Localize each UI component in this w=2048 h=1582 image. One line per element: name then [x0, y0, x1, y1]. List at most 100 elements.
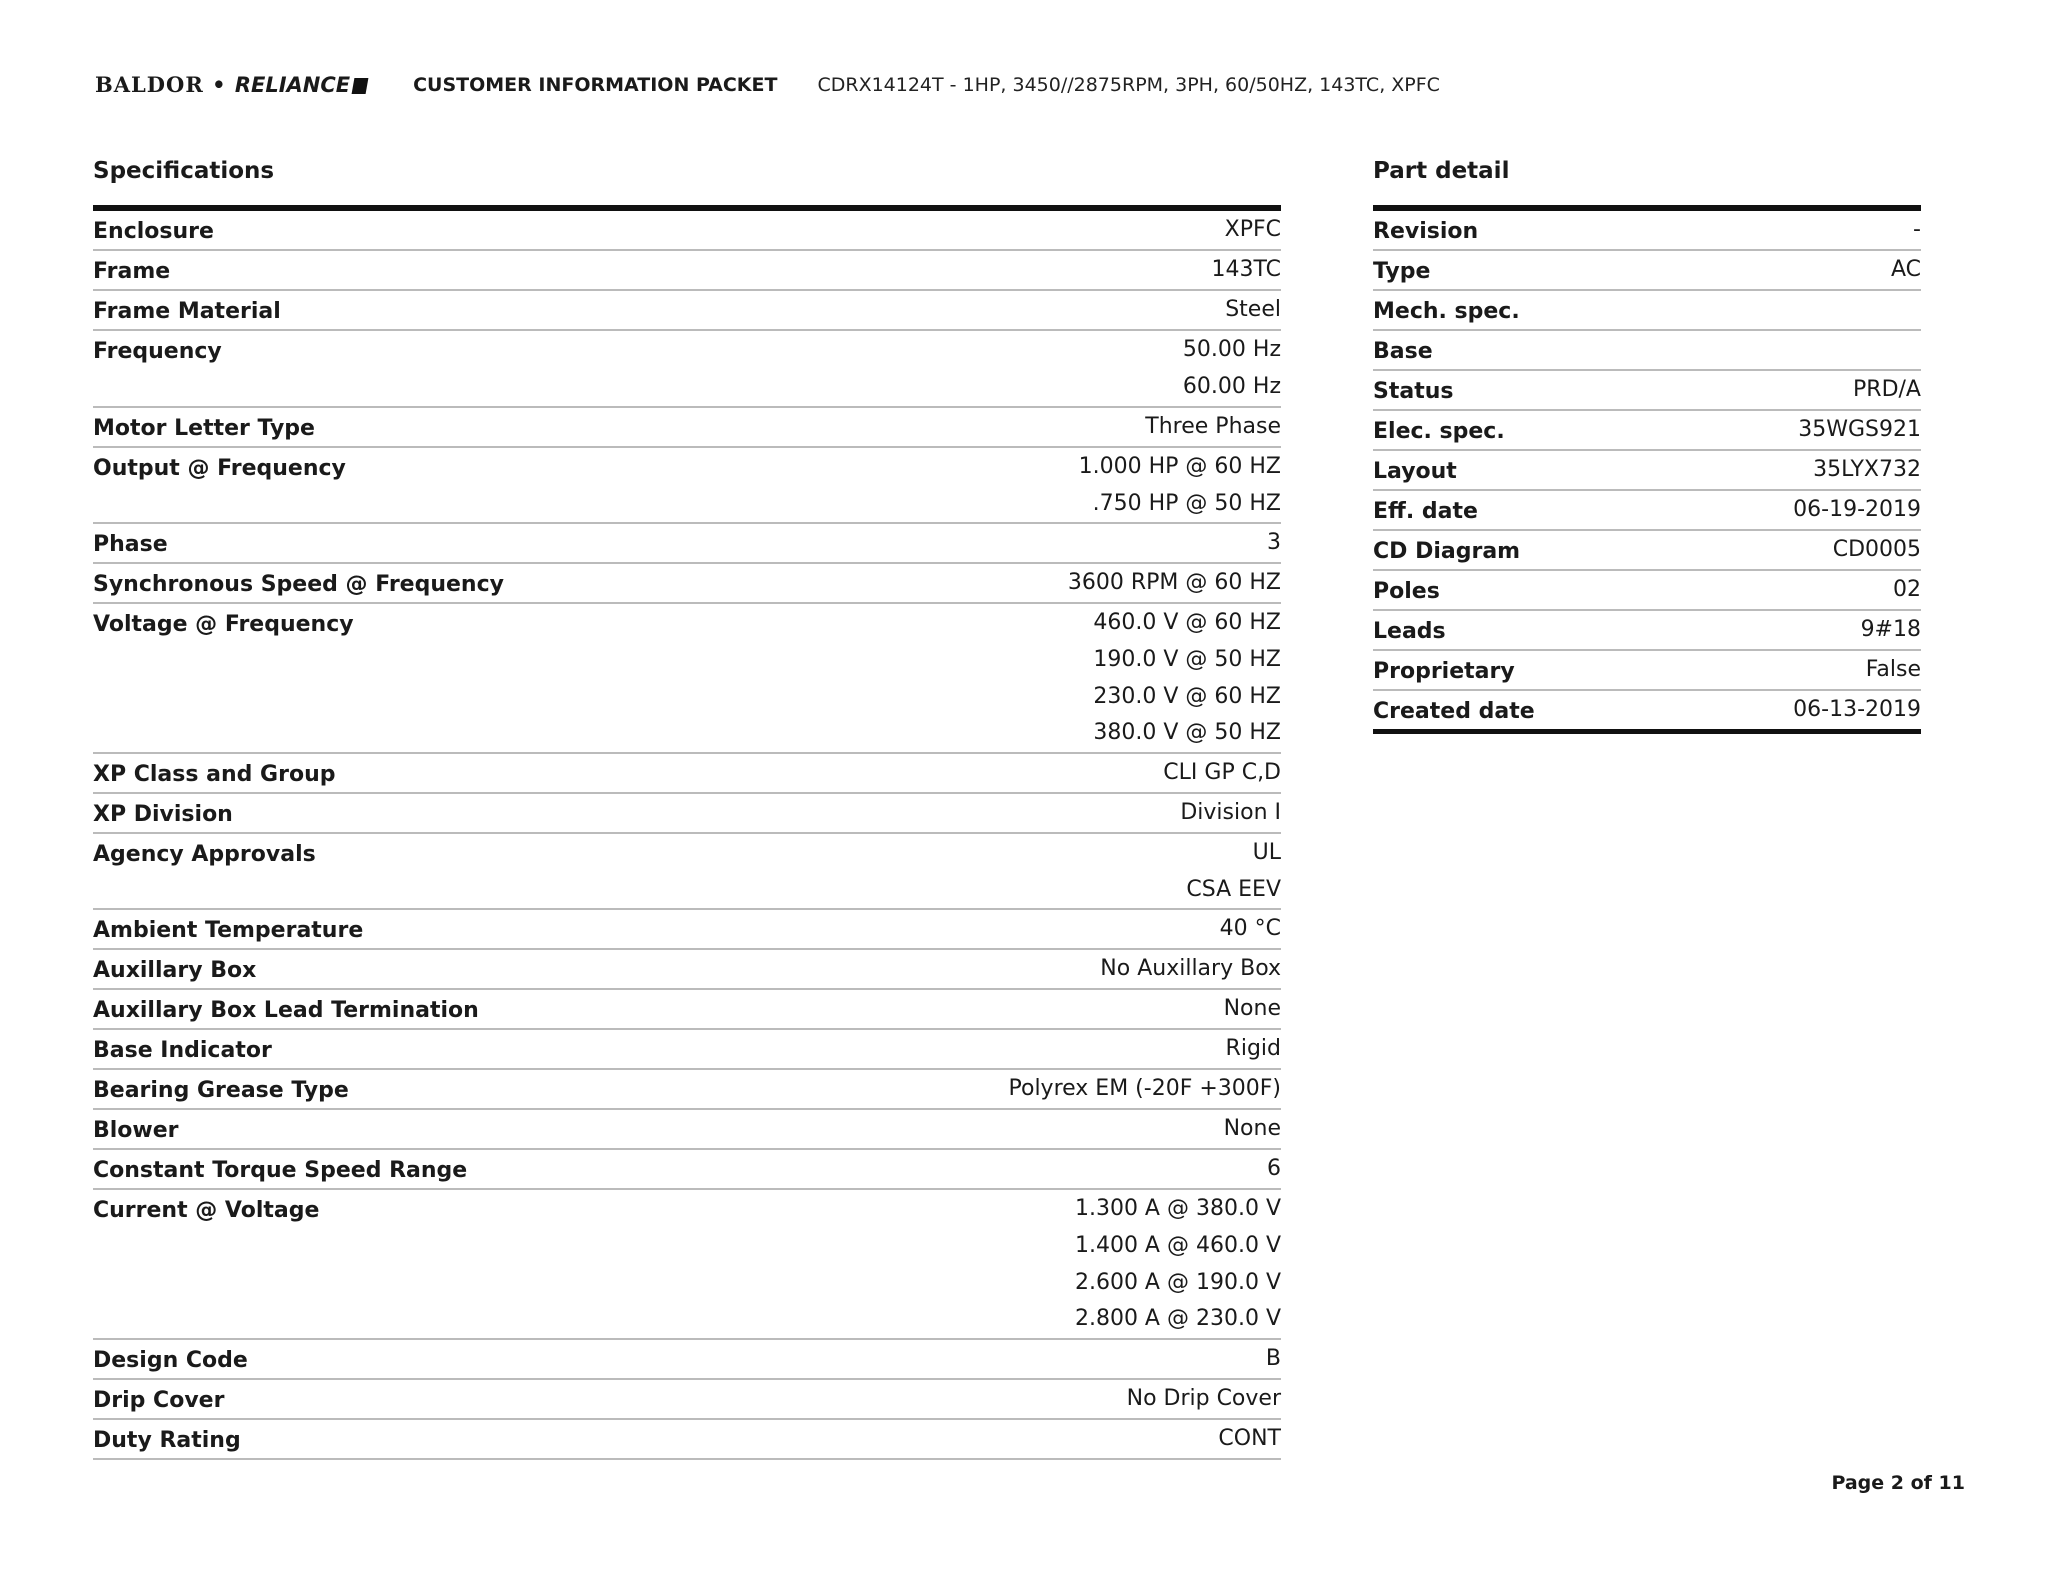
row-label: Layout	[1373, 459, 1457, 484]
row-label: Eff. date	[1373, 499, 1478, 524]
row-label: Revision	[1373, 219, 1479, 244]
row-label: Auxillary Box Lead Termination	[93, 998, 479, 1023]
row-label: Motor Letter Type	[93, 415, 315, 441]
row-label: Base Indicator	[93, 1038, 272, 1063]
row-values: 1.300 A @ 380.0 V 1.400 A @ 460.0 V 2.600 …	[1075, 1190, 1281, 1338]
row-label: Leads	[1373, 619, 1446, 644]
row-value: 143TC	[1211, 257, 1281, 282]
table-row: Frame 143TC	[93, 251, 1281, 291]
row-value: Polyrex EM (-20F +300F)	[1008, 1076, 1282, 1101]
row-values: 35LYX732	[1813, 451, 1921, 489]
row-values: None	[1224, 990, 1281, 1028]
row-value: No Drip Cover	[1126, 1385, 1281, 1411]
row-label: Synchronous Speed @ Frequency	[93, 572, 504, 597]
row-value: 3600 RPM @ 60 HZ	[1067, 570, 1281, 595]
row-label: Bearing Grease Type	[93, 1078, 349, 1103]
row-value: .750 HP @ 50 HZ	[1092, 490, 1281, 516]
reliance-mark-icon	[351, 78, 369, 94]
row-values: 143TC	[1211, 251, 1281, 289]
row-values: CD0005	[1833, 531, 1921, 569]
row-values: B	[1266, 1340, 1281, 1378]
table-row: Auxillary Box No Auxillary Box	[93, 950, 1281, 990]
row-value: 50.00 Hz	[1182, 337, 1281, 362]
row-values: 35WGS921	[1798, 411, 1921, 449]
table-row: Synchronous Speed @ Frequency 3600 RPM @ …	[93, 564, 1281, 604]
row-values: None	[1224, 1110, 1281, 1148]
table-row: Base Indicator Rigid	[93, 1030, 1281, 1070]
table-row: Frequency 50.00 Hz 60.00 Hz	[93, 331, 1281, 408]
table-row: Elec. spec. 35WGS921	[1373, 411, 1921, 451]
row-label: Frame Material	[93, 299, 281, 324]
row-value: 190.0 V @ 50 HZ	[1093, 647, 1281, 672]
row-value: 06-13-2019	[1793, 697, 1921, 722]
row-label: Elec. spec.	[1373, 419, 1505, 444]
table-row: Design Code B	[93, 1340, 1281, 1380]
part-detail-table: Revision - Type AC Mech. spec. Base Status PRD/…	[1373, 205, 1921, 734]
row-value: None	[1223, 996, 1281, 1021]
row-values: Polyrex EM (-20F +300F)	[1009, 1070, 1282, 1108]
row-values: 9#18	[1861, 611, 1921, 649]
row-values: Division I	[1180, 794, 1281, 832]
row-values: 06-13-2019	[1793, 691, 1921, 729]
table-row: Agency Approvals UL CSA EEV	[93, 834, 1281, 910]
table-row: Auxillary Box Lead Termination None	[93, 990, 1281, 1030]
row-label: Proprietary	[1373, 659, 1515, 684]
row-label: Created date	[1373, 699, 1535, 724]
table-row: Blower None	[93, 1110, 1281, 1150]
row-values: 02	[1893, 571, 1921, 609]
specifications-title: Specifications	[93, 158, 275, 184]
row-value: No Auxillary Box	[1100, 956, 1281, 981]
row-label: Enclosure	[93, 219, 214, 244]
part-detail-title: Part detail	[1373, 158, 1510, 184]
row-value: 3	[1267, 530, 1281, 555]
row-label: Status	[1373, 379, 1454, 404]
row-value: Division I	[1180, 799, 1281, 825]
row-value: 2.800 A @ 230.0 V	[1074, 1306, 1281, 1331]
document-title: CUSTOMER INFORMATION PACKET	[413, 73, 778, 96]
table-row: XP Division Division I	[93, 794, 1281, 834]
brand-logo: BALDOR • RELIANCE	[95, 72, 369, 97]
row-values: 3600 RPM @ 60 HZ	[1068, 564, 1281, 602]
row-values: No Auxillary Box	[1100, 950, 1281, 988]
table-row: Eff. date 06-19-2019	[1373, 491, 1921, 531]
table-row: Created date 06-13-2019	[1373, 691, 1921, 734]
row-value: B	[1265, 1345, 1281, 1371]
row-value: CLI GP C,D	[1163, 759, 1281, 785]
row-label: Phase	[93, 532, 168, 557]
row-label: Frame	[93, 259, 171, 284]
table-row: CD Diagram CD0005	[1373, 531, 1921, 571]
specifications-table: Enclosure XPFC Frame 143TC Frame Material Ste…	[93, 205, 1281, 1460]
table-row: Poles 02	[1373, 571, 1921, 611]
row-label: Voltage @ Frequency	[93, 612, 354, 637]
table-row: Type AC	[1373, 251, 1921, 291]
row-values: 3	[1267, 524, 1281, 562]
row-value: None	[1223, 1116, 1281, 1141]
row-value: XPFC	[1224, 217, 1281, 242]
row-values: No Drip Cover	[1127, 1380, 1281, 1418]
row-values: 50.00 Hz 60.00 Hz	[1183, 331, 1281, 406]
row-values: False	[1866, 651, 1921, 689]
row-value: 35WGS921	[1798, 417, 1921, 442]
table-row: Voltage @ Frequency 460.0 V @ 60 HZ 190.0 …	[93, 604, 1281, 754]
table-row: Duty Rating CONT	[93, 1420, 1281, 1460]
row-values: CONT	[1218, 1420, 1281, 1458]
row-value: PRD/A	[1853, 377, 1921, 402]
row-value: 1.000 HP @ 60 HZ	[1078, 453, 1281, 479]
row-label: Agency Approvals	[93, 841, 316, 867]
row-value: -	[1913, 217, 1921, 242]
row-label: CD Diagram	[1373, 539, 1521, 564]
row-values: 1.000 HP @ 60 HZ .750 HP @ 50 HZ	[1079, 448, 1281, 523]
table-row: Leads 9#18	[1373, 611, 1921, 651]
table-row: Frame Material Steel	[93, 291, 1281, 331]
row-values: PRD/A	[1853, 371, 1921, 409]
row-value: Steel	[1225, 297, 1281, 322]
row-label: Base	[1373, 339, 1433, 364]
row-value: 460.0 V @ 60 HZ	[1093, 610, 1281, 635]
table-row: Constant Torque Speed Range 6	[93, 1150, 1281, 1190]
row-value: 35LYX732	[1813, 457, 1921, 482]
row-values: 06-19-2019	[1793, 491, 1921, 529]
row-value: 40 °C	[1219, 916, 1281, 941]
row-label: Poles	[1373, 579, 1440, 604]
table-row: Output @ Frequency 1.000 HP @ 60 HZ .750 H…	[93, 448, 1281, 524]
row-values: XPFC	[1225, 211, 1281, 249]
